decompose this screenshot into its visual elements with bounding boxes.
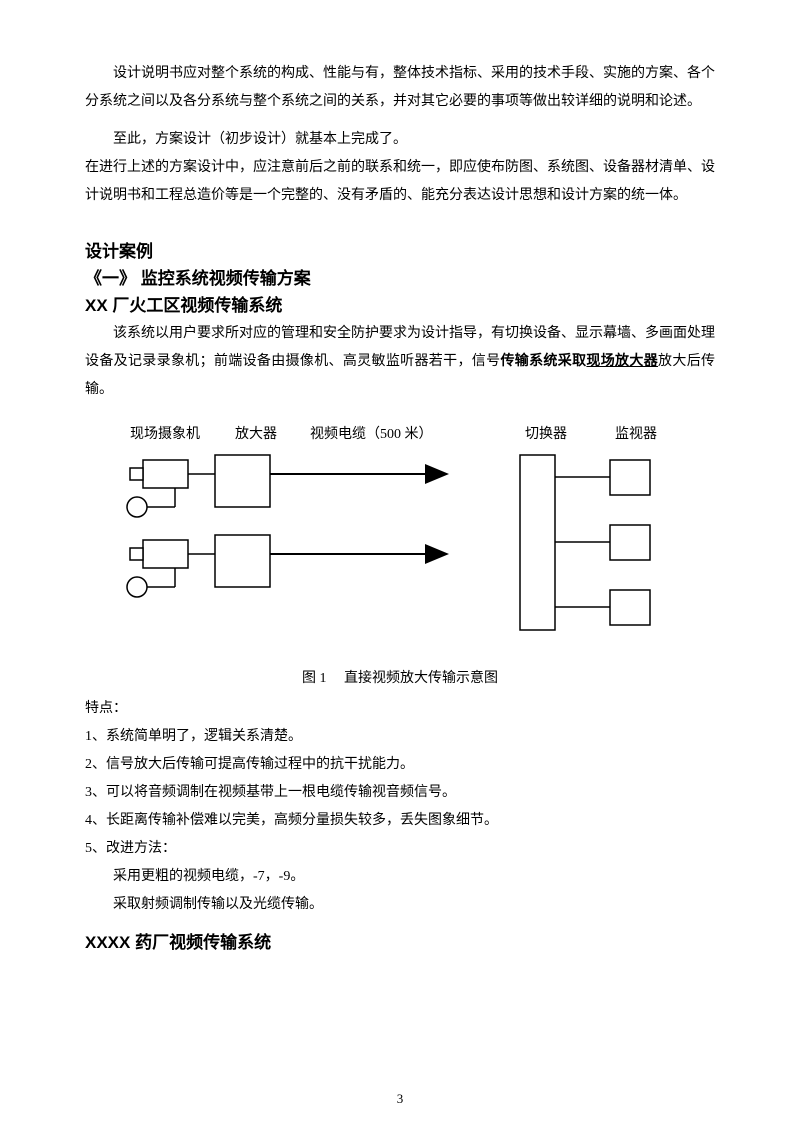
figure-caption: 图 1 直接视频放大传输示意图 — [85, 667, 715, 687]
para4-bold-ul: 现场放大器 — [586, 354, 658, 369]
svg-text:监视器: 监视器 — [615, 426, 657, 442]
svg-text:放大器: 放大器 — [235, 426, 277, 442]
camera-2 — [127, 540, 215, 597]
svg-text:切换器: 切换器 — [525, 425, 567, 442]
switcher — [520, 455, 555, 630]
feature-3: 3、可以将音频调制在视频基带上一根电缆传输视音频信号。 — [85, 779, 715, 807]
heading-section-1: 《一》 监控系统视频传输方案 — [85, 265, 715, 292]
amplifier-2 — [215, 535, 270, 587]
paragraph-3: 在进行上述的方案设计中，应注意前后之前的联系和统一，即应使布防图、系统图、设备器… — [85, 154, 715, 210]
feature-5: 5、改进方法： — [85, 835, 715, 863]
diagram-figure-1: 现场摄象机 放大器 视频电缆（500 米） 切换器 监视器 — [105, 422, 715, 657]
monitor-3 — [610, 590, 650, 625]
feature-1: 1、系统简单明了，逻辑关系清楚。 — [85, 723, 715, 751]
improve-1: 采用更粗的视频电缆，-7，-9。 — [85, 863, 715, 891]
features-title: 特点： — [85, 695, 715, 723]
heading-section-2: XXXX 药厂视频传输系统 — [85, 929, 715, 956]
monitor-2 — [610, 525, 650, 560]
svg-text:视频电缆（500 米）: 视频电缆（500 米） — [310, 426, 433, 442]
paragraph-1: 设计说明书应对整个系统的构成、性能与有，整体技术指标、采用的技术手段、实施的方案… — [85, 60, 715, 116]
feature-2: 2、信号放大后传输可提高传输过程中的抗干扰能力。 — [85, 751, 715, 779]
para4-bold: 传输系统采取 — [500, 354, 586, 369]
page-number: 3 — [0, 1091, 800, 1107]
svg-text:现场摄象机: 现场摄象机 — [130, 426, 200, 442]
heading-section-1b: XX 厂火工区视频传输系统 — [85, 292, 715, 319]
heading-case: 设计案例 — [85, 238, 715, 265]
monitor-1 — [610, 460, 650, 495]
camera-1 — [127, 460, 215, 517]
paragraph-2: 至此，方案设计（初步设计）就基本上完成了。 — [85, 126, 715, 154]
amplifier-1 — [215, 455, 270, 507]
improve-2: 采取射频调制传输以及光缆传输。 — [85, 891, 715, 919]
feature-4: 4、长距离传输补偿难以完美，高频分量损失较多，丢失图象细节。 — [85, 807, 715, 835]
paragraph-4: 该系统以用户要求所对应的管理和安全防护要求为设计指导，有切换设备、显示幕墙、多画… — [85, 320, 715, 404]
